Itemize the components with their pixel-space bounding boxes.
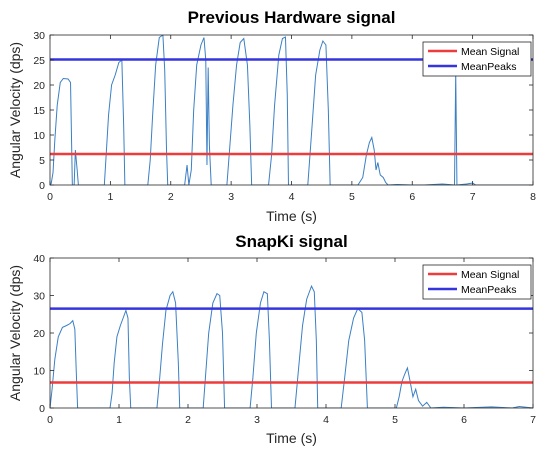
plot-1-xtick-label: 0 — [47, 191, 53, 203]
plot-1-xtick-label: 3 — [228, 191, 234, 203]
plot-2-signal-line — [50, 284, 533, 408]
plot-1-title: Previous Hardware signal — [188, 8, 396, 27]
plot-1-xtick-label: 7 — [470, 191, 476, 203]
plot-2-xtick-label: 4 — [323, 414, 329, 426]
plot-2-xlabel: Time (s) — [266, 430, 317, 446]
plot-1-ylabel: Angular Velocity (dps) — [7, 42, 23, 178]
plot-2-legend: Mean Signal MeanPeaks — [422, 264, 532, 300]
plot-1-xtick-label: 5 — [349, 191, 355, 203]
plot-1-legend: Mean Signal MeanPeaks — [422, 41, 532, 77]
plot-1-xlabel: Time (s) — [266, 208, 317, 224]
plot-1-ytick-label: 25 — [33, 55, 45, 67]
plot-2-ytick-label: 40 — [33, 253, 45, 265]
plot-2-legend-label-mean-signal: Mean Signal — [461, 269, 519, 281]
plot-2-ytick-label: 30 — [33, 290, 45, 302]
plot-1-ytick-label: 30 — [33, 30, 45, 42]
plot-2-xtick-label: 7 — [530, 414, 536, 426]
plot-2-ytick-label: 0 — [39, 403, 45, 415]
plot-1-ytick-label: 0 — [39, 180, 45, 192]
plot-2-xtick-label: 2 — [185, 414, 191, 426]
plot-1-xtick-label: 8 — [530, 191, 536, 203]
plot-2-ytick-label: 10 — [33, 365, 45, 377]
plot-1-xtick-label: 4 — [289, 191, 295, 203]
plot-1-signal-line — [50, 35, 533, 185]
plot-2-ytick-label: 20 — [33, 328, 45, 340]
plot-2-legend-label-meanpeaks: MeanPeaks — [461, 284, 516, 296]
plot-1-xtick-label: 2 — [168, 191, 174, 203]
plot-2-xtick-label: 5 — [392, 414, 398, 426]
plot-1: Previous Hardware signal 0 1 2 3 4 5 6 7 8 0 5 10 15 2… — [7, 8, 536, 224]
plot-2-legend-box — [422, 264, 532, 300]
plot-1-xtick-label: 1 — [107, 191, 113, 203]
plot-1-legend-label-mean-signal: Mean Signal — [461, 46, 519, 58]
plot-1-xtick-label: 6 — [409, 191, 415, 203]
plot-2-xtick-label: 0 — [47, 414, 53, 426]
plot-2-ylabel: Angular Velocity (dps) — [7, 265, 23, 401]
plot-2-xtick-label: 6 — [461, 414, 467, 426]
plot-1-ytick-label: 5 — [39, 155, 45, 167]
plot-1-legend-box — [422, 41, 532, 77]
plot-2: SnapKi signal 0 1 2 3 4 5 6 7 0 10 20 30 40 Time (s) An… — [7, 232, 536, 446]
plot-1-ytick-label: 15 — [33, 105, 45, 117]
plot-1-ytick-label: 20 — [33, 80, 45, 92]
plot-1-legend-label-meanpeaks: MeanPeaks — [461, 61, 516, 73]
plot-2-xtick-label: 1 — [116, 414, 122, 426]
plot-2-title: SnapKi signal — [235, 232, 347, 251]
plot-2-xtick-label: 3 — [254, 414, 260, 426]
plot-1-ytick-label: 10 — [33, 130, 45, 142]
